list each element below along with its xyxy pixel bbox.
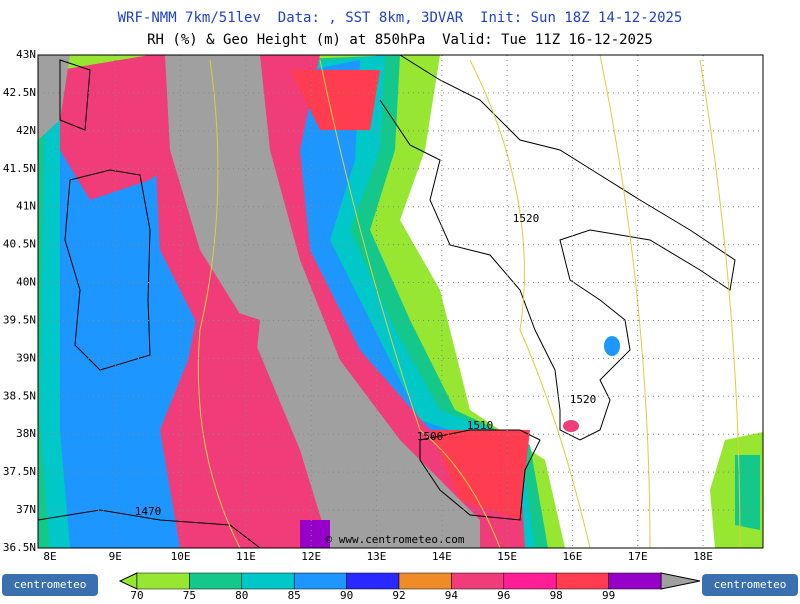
contour-label: 1520 xyxy=(513,212,540,225)
lon-label: 16E xyxy=(562,550,582,563)
watermark: © www.centrometeo.com xyxy=(325,533,464,546)
logo-right[interactable]: centrometeo xyxy=(702,574,798,596)
lon-label: 8E xyxy=(43,550,56,563)
rh-96-sicily xyxy=(430,430,530,520)
lat-label: 38N xyxy=(16,427,36,440)
colorbar-swatch xyxy=(608,572,662,590)
italy-coastline xyxy=(379,55,736,441)
geopotential-contour xyxy=(469,59,591,548)
lat-label: 43N xyxy=(16,48,36,61)
contour-label: 1510 xyxy=(467,419,494,432)
colorbar-label: 96 xyxy=(497,589,510,600)
colorbar-swatch xyxy=(136,572,190,590)
map-frame xyxy=(37,54,764,549)
lat-label: 37N xyxy=(16,503,36,516)
lat-label: 41N xyxy=(16,200,36,213)
lat-label: 42.5N xyxy=(3,86,36,99)
logo-box xyxy=(2,574,98,596)
rh-field xyxy=(38,55,763,548)
colorbar-label: 98 xyxy=(550,589,563,600)
logo-box xyxy=(702,574,798,596)
lon-label: 12E xyxy=(301,550,321,563)
lat-label: 39.5N xyxy=(3,313,36,326)
contour-label: 1520 xyxy=(570,393,597,406)
lon-label: 10E xyxy=(171,550,191,563)
lon-label: 11E xyxy=(236,550,256,563)
colorbar-swatch xyxy=(451,572,505,590)
colorbar-label: 92 xyxy=(392,589,405,600)
header-line2: RH (%) & Geo Height (m) at 850hPa Valid:… xyxy=(147,32,653,48)
colorbar: 70 75 80 85 90 92 94 96 98 99 xyxy=(118,572,701,602)
colorbar-label: 80 xyxy=(235,589,248,600)
lon-label: 9E xyxy=(109,550,122,563)
colorbar-swatch xyxy=(189,572,243,590)
colorbar-swatch xyxy=(398,572,452,590)
rh-75-east xyxy=(735,455,760,530)
lat-label: 40.5N xyxy=(3,238,36,251)
geopotential-contour xyxy=(699,59,741,548)
colorbar-swatch xyxy=(346,572,400,590)
colorbar-label: 99 xyxy=(602,589,615,600)
colorbar-swatch xyxy=(555,572,609,590)
header-line1: WRF-NMM 7km/51lev Data: , SST 8km, 3DVAR… xyxy=(118,10,683,26)
logo-left[interactable]: centrometeo xyxy=(2,574,98,596)
rh-85-calabria xyxy=(604,336,620,356)
map-area xyxy=(37,54,764,549)
lon-label: 13E xyxy=(367,550,387,563)
africa-coastline xyxy=(38,509,261,548)
logo-text: centrometeo xyxy=(14,578,87,591)
contour-label: 1470 xyxy=(135,505,162,518)
lat-label: 41.5N xyxy=(3,162,36,175)
sicily-coastline xyxy=(419,429,541,521)
geopotential-contour xyxy=(319,59,501,548)
corsica-coastline xyxy=(59,59,91,131)
logo-text: centrometeo xyxy=(714,578,787,591)
graticule xyxy=(38,55,763,548)
lat-label: 42N xyxy=(16,124,36,137)
rh-98-north xyxy=(290,70,380,130)
colorbar-swatch xyxy=(503,572,557,590)
lat-label: 36.5N xyxy=(3,541,36,554)
colorbar-label: 94 xyxy=(445,589,459,600)
lat-label: 40N xyxy=(16,276,36,289)
sardinia-coastline xyxy=(64,169,151,371)
geopotential-contour xyxy=(197,59,241,548)
rh-99-south xyxy=(300,520,330,548)
lon-label: 14E xyxy=(432,550,452,563)
lon-label: 15E xyxy=(497,550,517,563)
rh-over99 xyxy=(165,55,480,548)
rh-94-north xyxy=(60,55,200,200)
colorbar-label: 90 xyxy=(340,589,353,600)
lon-label: 17E xyxy=(628,550,648,563)
lat-label: 37.5N xyxy=(3,465,36,478)
rh-over99-nw xyxy=(38,55,70,140)
colorbar-label: 85 xyxy=(288,589,301,600)
lat-label: 38.5N xyxy=(3,389,36,402)
rh-94-calabria xyxy=(563,420,579,432)
colorbar-label: 70 xyxy=(130,589,143,600)
lon-label: 18E xyxy=(693,550,713,563)
colorbar-low-arrow xyxy=(118,572,138,590)
lat-label: 39N xyxy=(16,351,36,364)
colorbar-swatch xyxy=(293,572,347,590)
colorbar-label: 75 xyxy=(183,589,196,600)
colorbar-high-arrow xyxy=(660,572,701,590)
colorbar-swatch xyxy=(241,572,295,590)
contour-label: 1500 xyxy=(417,430,444,443)
